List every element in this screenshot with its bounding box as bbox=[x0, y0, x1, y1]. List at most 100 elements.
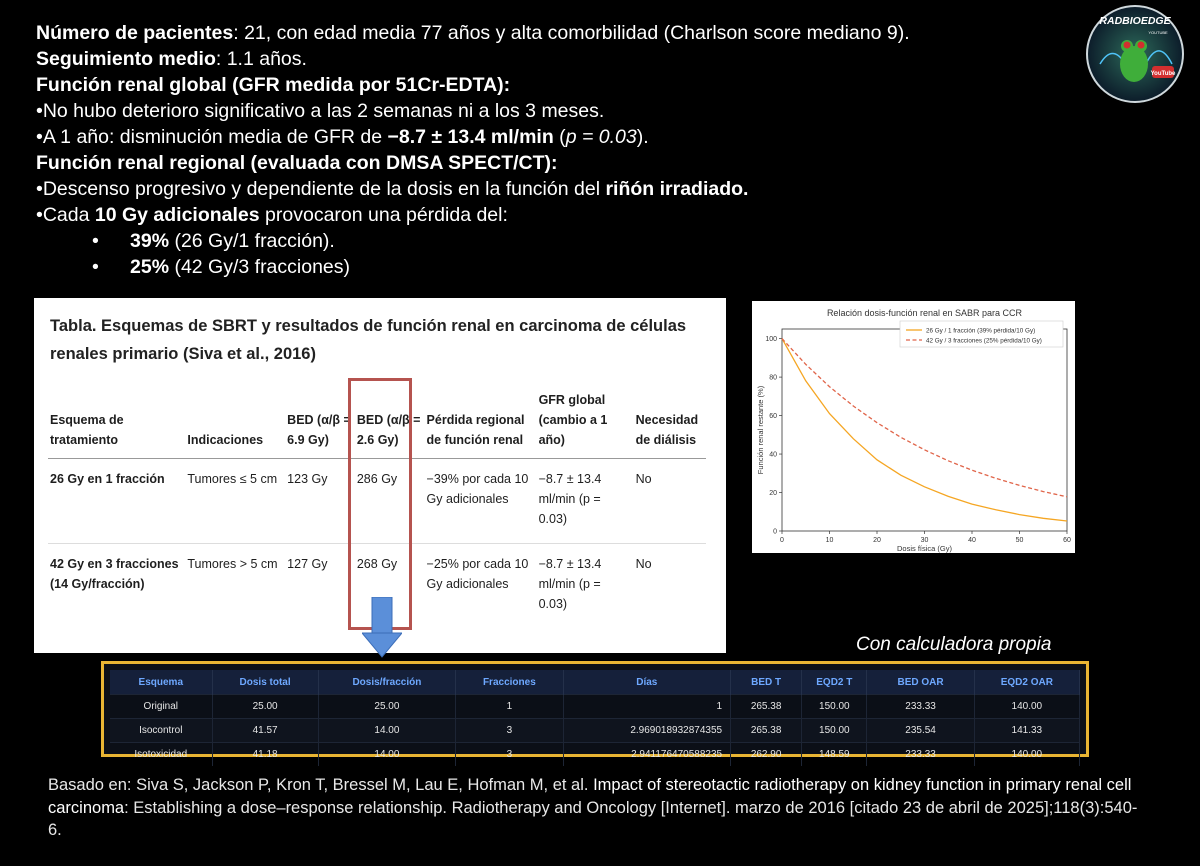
calc-cell: 41.57 bbox=[212, 718, 319, 743]
calc-cell: 14.00 bbox=[318, 742, 457, 766]
calc-cell: 2.941176470588235 bbox=[563, 742, 732, 766]
calculator-panel: Esquema Dosis total Dosis/fracción Fracc… bbox=[101, 661, 1089, 766]
bed-highlight-box bbox=[348, 378, 412, 630]
plot-frame bbox=[781, 328, 1068, 532]
calc-header-esquema: Esquema bbox=[110, 670, 213, 695]
calc-header-bed-t: BED T bbox=[730, 670, 803, 695]
calc-cell: 233.33 bbox=[866, 742, 975, 766]
calc-cell: 150.00 bbox=[801, 718, 868, 743]
cell-dialisis: No bbox=[633, 458, 706, 544]
sub-bullet-25: • 25% (42 Gy/3 fracciones) bbox=[92, 256, 351, 278]
no-deterioration-bullet: •No hubo deterioro significativo a las 2… bbox=[36, 100, 605, 122]
legend-label-2: 42 Gy / 3 fracciones (25% pérdida/10 Gy) bbox=[926, 338, 1042, 345]
header-gfr: GFR global (cambio a 1 año) bbox=[536, 390, 634, 459]
calculator-table: Esquema Dosis total Dosis/fracción Fracc… bbox=[110, 670, 1081, 766]
paper-table: Esquema de tratamiento Indicaciones BED … bbox=[48, 390, 706, 628]
cell-indicaciones: Tumores ≤ 5 cm bbox=[185, 458, 286, 544]
cell-perdida: −39% por cada 10 Gy adicionales bbox=[424, 458, 537, 544]
cell-indicaciones: Tumores > 5 cm bbox=[187, 557, 278, 571]
calc-cell: 1 bbox=[563, 694, 732, 719]
calc-header-bed-oar: BED OAR bbox=[866, 670, 975, 695]
x-axis-label: Dosis física (Gy) bbox=[897, 544, 953, 553]
table-row: 26 Gy en 1 fracción Tumores ≤ 5 cm 123 G… bbox=[48, 458, 706, 544]
calc-cell: 148.59 bbox=[801, 742, 868, 766]
calc-cell: 3 bbox=[455, 718, 564, 743]
calc-cell: 233.33 bbox=[866, 694, 975, 719]
calc-cell: 25.00 bbox=[212, 694, 319, 719]
citation: Basado en: Siva S, Jackson P, Kron T, Br… bbox=[48, 776, 1138, 839]
sub-bullet-39: • 39% (26 Gy/1 fracción). bbox=[92, 230, 335, 252]
calc-header-row: Esquema Dosis total Dosis/fracción Fracc… bbox=[110, 670, 1081, 695]
y-tick-label: 80 bbox=[769, 375, 777, 382]
legend-box bbox=[899, 320, 1064, 348]
calc-cell: 140.00 bbox=[974, 742, 1081, 766]
cell-esquema: 26 Gy en 1 fracción bbox=[48, 458, 186, 544]
calc-cell: Original bbox=[110, 694, 213, 719]
header-dialisis: Necesidad de diálisis bbox=[633, 390, 706, 459]
x-tick-label: 40 bbox=[968, 537, 976, 544]
calc-cell: 3 bbox=[455, 742, 564, 766]
calc-cell: 235.54 bbox=[866, 718, 975, 743]
y-tick-label: 60 bbox=[769, 413, 777, 420]
calc-cell: 265.38 bbox=[730, 718, 803, 743]
cell-gfr: −8.7 ± 13.4 ml/min (p = 0.03) bbox=[538, 557, 602, 611]
patients-line: Número de pacientes: 21, con edad media … bbox=[36, 22, 910, 44]
calc-cell: 141.33 bbox=[974, 718, 1081, 743]
paper-table-header-row: Esquema de tratamiento Indicaciones BED … bbox=[48, 390, 706, 459]
header-bed-69: BED (α/β = 6.9 Gy) bbox=[285, 390, 355, 459]
series-line-2 bbox=[781, 338, 1068, 498]
calculator-label: Con calculadora propia bbox=[856, 634, 1052, 655]
down-arrow-icon bbox=[362, 597, 402, 658]
header-esquema: Esquema de tratamiento bbox=[48, 390, 186, 459]
per-10gy-bullet: •Cada 10 Gy adicionales provocaron una p… bbox=[36, 204, 508, 226]
x-tick-label: 10 bbox=[826, 537, 834, 544]
header-bed-26: BED (α/β = 2.6 Gy) bbox=[354, 390, 425, 459]
calc-header-eqd2-oar: EQD2 OAR bbox=[974, 670, 1081, 695]
header-indicaciones: Indicaciones bbox=[185, 390, 286, 459]
calc-cell: 262.90 bbox=[730, 742, 803, 766]
y-tick-label: 20 bbox=[769, 490, 777, 497]
calc-cell: 25.00 bbox=[318, 694, 457, 719]
calc-header-fracciones: Fracciones bbox=[455, 670, 564, 695]
x-tick-label: 50 bbox=[1016, 537, 1024, 544]
y-tick-label: 40 bbox=[769, 452, 777, 459]
summary-text: Número de pacientes: 21, con edad media … bbox=[36, 20, 1046, 280]
svg-text:YouTube: YouTube bbox=[1151, 71, 1176, 77]
cell-perdida: −25% por cada 10 Gy adicionales bbox=[426, 557, 529, 591]
series-line-1 bbox=[781, 338, 1068, 522]
calc-row: Isocontrol 41.57 14.00 3 2.9690189328743… bbox=[110, 718, 1081, 743]
paper-table-title: Tabla. Esquemas de SBRT y resultados de … bbox=[50, 317, 687, 363]
chart-svg: Relación dosis-función renal en SABR par… bbox=[756, 308, 1071, 553]
x-tick-label: 20 bbox=[873, 537, 881, 544]
calc-cell: 14.00 bbox=[318, 718, 457, 743]
cell-gfr: −8.7 ± 13.4 ml/min (p = 0.03) bbox=[536, 458, 634, 544]
header-perdida: Pérdida regional de función renal bbox=[424, 390, 537, 459]
cell-bed-26: 268 Gy bbox=[356, 557, 398, 571]
calc-cell: 140.00 bbox=[974, 694, 1081, 719]
calc-cell: 1 bbox=[455, 694, 564, 719]
dose-function-chart: Relación dosis-función renal en SABR par… bbox=[752, 301, 1075, 553]
progressive-decline-bullet: •Descenso progresivo y dependiente de la… bbox=[36, 178, 749, 200]
y-tick-label: 0 bbox=[773, 529, 777, 536]
calc-header-dosis-fraccion: Dosis/fracción bbox=[318, 670, 457, 695]
calc-cell: Isotoxicidad bbox=[110, 742, 213, 766]
y-axis-label: Función renal restante (%) bbox=[756, 385, 765, 474]
legend-label-1: 26 Gy / 1 fracción (39% pérdida/10 Gy) bbox=[926, 328, 1035, 335]
cell-bed-26: 286 Gy bbox=[354, 458, 425, 544]
calc-row: Original 25.00 25.00 1 1 265.38 150.00 2… bbox=[110, 694, 1081, 719]
x-tick-label: 60 bbox=[1063, 537, 1071, 544]
cell-esquema: 42 Gy en 3 fracciones (14 Gy/fracción) bbox=[50, 557, 179, 591]
calc-header-dias: Días bbox=[563, 670, 732, 695]
x-tick-label: 0 bbox=[780, 537, 784, 544]
channel-logo: YouTube RADBIOEDGE YOUTUBE bbox=[1082, 4, 1188, 104]
calc-cell: Isocontrol bbox=[110, 718, 213, 743]
calc-header-dosis-total: Dosis total bbox=[212, 670, 319, 695]
y-tick-label: 100 bbox=[765, 336, 777, 343]
calc-cell: 150.00 bbox=[801, 694, 868, 719]
cell-bed-69: 123 Gy bbox=[285, 458, 355, 544]
svg-text:YOUTUBE: YOUTUBE bbox=[1148, 30, 1168, 35]
calc-row: Isotoxicidad 41.18 14.00 3 2.94117647058… bbox=[110, 742, 1081, 766]
calc-cell: 2.969018932874355 bbox=[563, 718, 732, 743]
calc-header-eqd2-t: EQD2 T bbox=[801, 670, 868, 695]
calc-cell: 265.38 bbox=[730, 694, 803, 719]
